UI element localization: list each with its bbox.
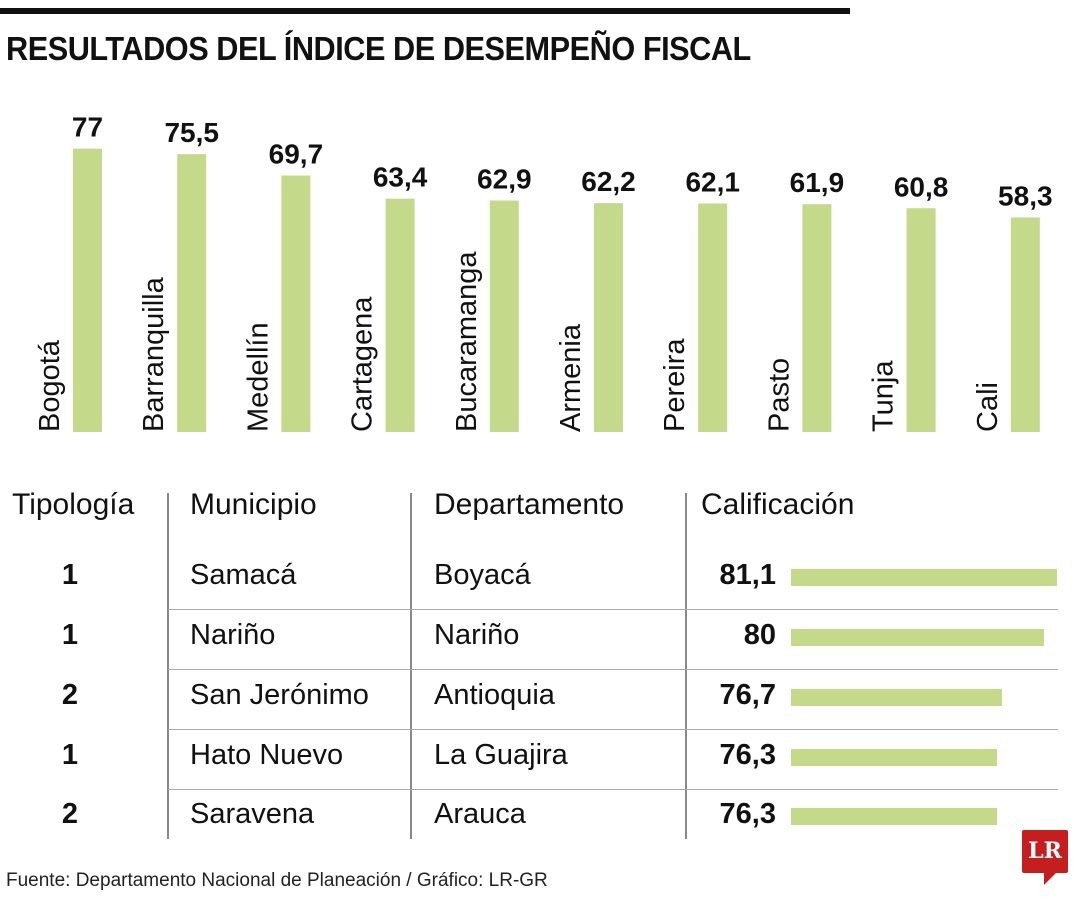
departamento-cell: La Guajira	[434, 739, 568, 771]
calificacion-bar	[791, 808, 998, 825]
value-label: 61,9	[790, 167, 845, 198]
calificacion-bar	[791, 629, 1044, 646]
value-label: 69,7	[269, 139, 324, 170]
tipologia-cell: 2	[61, 798, 79, 830]
column-divider	[685, 493, 687, 839]
row-divider	[168, 609, 1058, 610]
bar-3	[385, 198, 415, 432]
top-rule	[0, 8, 850, 14]
calificacion-value: 80	[743, 619, 776, 651]
municipio-cell: Hato Nuevo	[190, 739, 344, 771]
municipio-cell: Nariño	[190, 619, 276, 651]
category-label: Cartagena	[347, 296, 379, 432]
calificacion-value: 81,1	[719, 559, 776, 591]
vertical-bar-chart: 77 Bogotá 75,5 Barranquilla 69,7 Medellín 63,4…	[34, 112, 1053, 432]
value-label: 62,9	[477, 164, 532, 195]
calificacion-bar	[791, 749, 998, 766]
bar-9	[1010, 217, 1040, 432]
calificacion-bar	[791, 569, 1058, 586]
tipologia-cell: 1	[61, 739, 79, 771]
category-label: Barranquilla	[138, 276, 170, 432]
departamento-cell: Arauca	[434, 798, 526, 830]
tipologia-cell: 1	[61, 559, 79, 591]
source-footer: Fuente: Departamento Nacional de Planeac…	[6, 870, 548, 891]
departamento-cell: Boyacá	[434, 559, 531, 591]
bar-4	[489, 200, 519, 432]
bar-1	[177, 154, 207, 432]
value-label: 77	[72, 112, 103, 143]
header-calificacion: Calificación	[701, 488, 855, 521]
calificacion-value: 76,7	[719, 679, 776, 711]
municipio-cell: Saravena	[190, 798, 315, 830]
row-divider	[168, 789, 1058, 790]
municipio-cell: San Jerónimo	[190, 679, 369, 711]
chart-title: RESULTADOS DEL ÍNDICE DE DESEMPEÑO FISCA…	[6, 30, 751, 67]
tipologia-cell: 1	[61, 619, 79, 651]
bar-5	[594, 203, 623, 432]
departamento-cell: Nariño	[434, 619, 520, 651]
calificacion-value: 76,3	[719, 798, 776, 830]
header-municipio: Municipio	[190, 488, 317, 521]
calificacion-bar	[791, 689, 1003, 706]
bar-0	[73, 148, 102, 432]
value-label: 63,4	[373, 162, 428, 193]
value-label: 62,1	[685, 166, 740, 197]
bar-2	[281, 175, 311, 432]
header-tipologia: Tipología	[12, 488, 135, 521]
category-label: Tunja	[868, 360, 900, 432]
lr-logo: LR	[1022, 830, 1068, 885]
category-label: Cali	[972, 382, 1004, 432]
column-divider	[410, 493, 412, 839]
bar-7	[802, 204, 832, 432]
bar-6	[698, 203, 728, 432]
category-label: Armenia	[555, 323, 587, 432]
header-departamento: Departamento	[434, 488, 625, 521]
row-divider	[168, 729, 1058, 730]
row-divider	[168, 669, 1058, 670]
value-label: 75,5	[164, 117, 219, 148]
departamento-cell: Antioquia	[434, 679, 555, 711]
calificacion-value: 76,3	[719, 739, 776, 771]
value-label: 58,3	[998, 180, 1053, 211]
category-label: Bogotá	[34, 339, 66, 432]
column-divider	[167, 493, 169, 839]
municipio-cell: Samacá	[190, 559, 297, 591]
value-label: 60,8	[894, 171, 949, 202]
category-label: Pereira	[659, 338, 691, 432]
bar-8	[906, 208, 936, 432]
category-label: Medellín	[242, 322, 274, 432]
value-label: 62,2	[581, 166, 636, 197]
tipologia-cell: 2	[61, 679, 79, 711]
category-label: Bucaramanga	[451, 251, 483, 432]
category-label: Pasto	[763, 358, 795, 432]
